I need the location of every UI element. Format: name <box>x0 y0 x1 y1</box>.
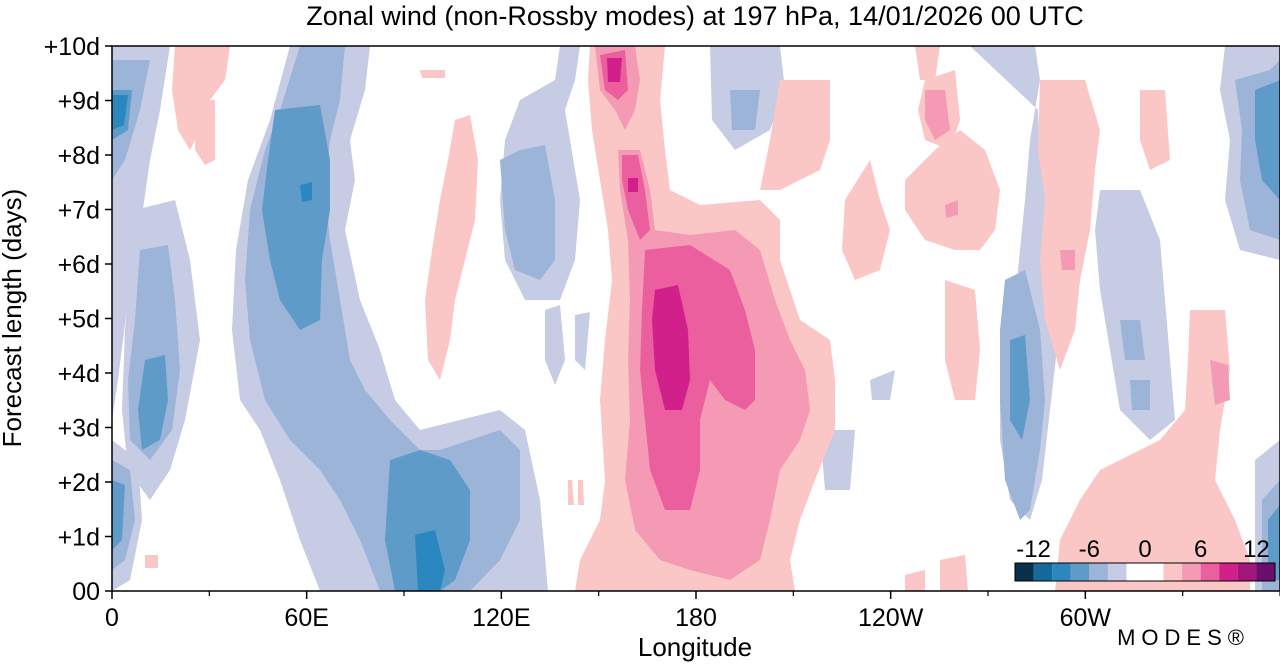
colorbar-swatch <box>1089 563 1108 581</box>
x-tick-label: 120W <box>858 604 924 632</box>
y-tick-label: +5d <box>58 306 100 334</box>
y-tick-label: +9d <box>58 88 100 116</box>
colorbar-swatch <box>1163 563 1183 581</box>
colorbar-swatch <box>1237 563 1257 581</box>
x-axis-label: Longitude <box>638 632 752 662</box>
anomaly-fill-very-strong-negative <box>112 95 445 591</box>
y-tick-label: +6d <box>58 251 100 279</box>
x-tick-label: 120E <box>472 604 530 632</box>
anomaly-fill-strong-negative <box>112 80 1280 591</box>
x-tick-label: 60E <box>284 604 328 632</box>
colorbar-swatch <box>1182 563 1201 581</box>
colorbar-swatch <box>1219 563 1238 581</box>
x-tick-label: 0 <box>105 604 119 632</box>
y-tick-label: +2d <box>58 469 100 497</box>
colorbar-swatch <box>1126 563 1164 581</box>
colorbar-swatch <box>1052 563 1071 581</box>
colorbar-swatch <box>1107 563 1127 581</box>
y-axis-label: Forecast length (days) <box>0 189 27 448</box>
y-tick-label: +1d <box>58 524 100 552</box>
colorbar-tick-label: -12 <box>1016 536 1051 563</box>
modes-watermark: MODES® <box>1117 625 1250 650</box>
y-axis: 00 +1d +2d +3d +4d +5d +6d +7d +8d +9d +10d <box>44 33 112 606</box>
colorbar-swatch <box>1070 563 1090 581</box>
chart-title: Zonal wind (non-Rossby modes) at 197 hPa… <box>306 1 1083 31</box>
y-tick-label: +3d <box>58 415 100 443</box>
colorbar-tick-label: -6 <box>1079 536 1100 563</box>
anomaly-fill-very-strong-positive <box>607 58 690 410</box>
y-tick-label: 00 <box>72 578 100 606</box>
colorbar-swatch <box>1033 563 1053 581</box>
colorbar-frame <box>1014 562 1276 582</box>
colorbar-swatch <box>1200 563 1220 581</box>
x-axis: 0 60E 120E 180 120W 60W <box>105 591 1280 632</box>
colorbar-swatch <box>1015 563 1034 581</box>
y-tick-label: +7d <box>58 197 100 225</box>
colorbar-tick-label: 0 <box>1138 536 1151 563</box>
y-tick-label: +8d <box>58 142 100 170</box>
y-tick-label: +4d <box>58 360 100 388</box>
y-tick-label: +10d <box>44 33 100 61</box>
colorbar-swatch <box>1256 563 1275 581</box>
x-tick-label: 180 <box>675 604 717 632</box>
contour-fills <box>112 46 1280 591</box>
x-tick-label: 60W <box>1060 604 1112 632</box>
colorbar-tick-label: 12 <box>1243 536 1270 563</box>
colorbar-tick-label: 6 <box>1194 536 1207 563</box>
colorbar: -12 -6 0 6 12 <box>1014 536 1276 582</box>
